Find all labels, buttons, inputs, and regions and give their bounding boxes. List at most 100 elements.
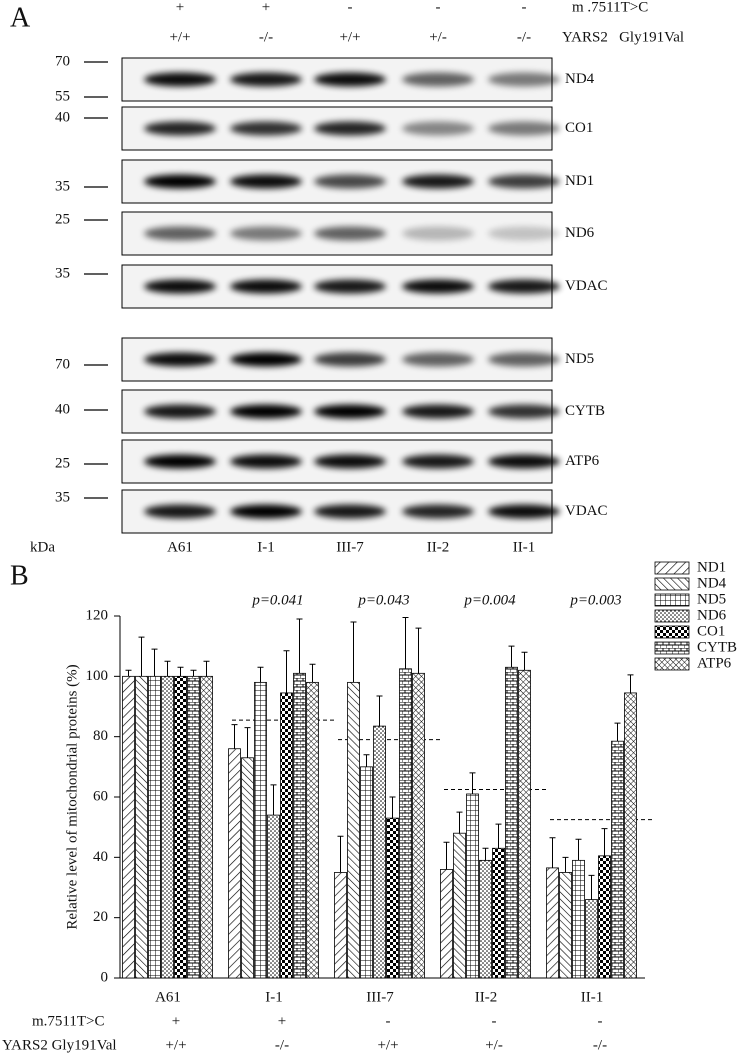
genotype-value: +/-: [485, 1037, 503, 1053]
error-bar: [151, 648, 158, 677]
blot-label: ATP6: [565, 453, 600, 469]
bar: [624, 692, 637, 979]
legend-swatch: [654, 609, 690, 623]
error-bar: [363, 754, 370, 767]
blot-band: [402, 454, 474, 469]
blot-band: [314, 404, 386, 419]
legend-label: CO1: [697, 623, 725, 639]
blot-label: CYTB: [565, 403, 605, 419]
bar: [135, 675, 148, 979]
blot-band: [488, 174, 560, 189]
marker-label: 35: [55, 178, 70, 194]
y-tick-label: 20: [93, 909, 108, 925]
error-bar: [614, 722, 621, 742]
lane-label: A61: [167, 539, 193, 555]
error-bar: [443, 841, 450, 870]
lane-label: I-1: [257, 539, 275, 555]
blot-band: [402, 226, 474, 241]
bar: [122, 675, 135, 979]
blot-band: [402, 404, 474, 419]
unit-label: kDa: [30, 539, 55, 555]
blot-label: ND4: [565, 71, 595, 87]
marker-label: 70: [55, 356, 70, 372]
bar: [598, 855, 611, 979]
genotype-value: -: [598, 1013, 603, 1029]
legend-swatch: [654, 625, 690, 639]
error-bar: [296, 618, 303, 674]
blot-label: ND1: [565, 173, 594, 189]
blot-band: [144, 504, 216, 519]
bar: [440, 869, 453, 979]
genotype-value: +/+: [377, 1037, 398, 1053]
bar: [306, 681, 319, 979]
genotype-value: -: [492, 1013, 497, 1029]
bar: [479, 859, 492, 979]
legend-label: ND1: [697, 559, 726, 575]
genotype-row-name: YARS2 Gly191Val: [2, 1037, 117, 1053]
genotype-value: +/-: [429, 29, 447, 45]
legend-swatch: [654, 577, 690, 591]
error-bar: [415, 627, 422, 674]
legend-label: ND4: [697, 575, 727, 591]
bar: [280, 692, 293, 979]
blot-band: [144, 404, 216, 419]
bar: [373, 725, 386, 979]
bar: [360, 766, 373, 979]
legend-label: CYTB: [697, 639, 737, 655]
marker-label: 25: [55, 455, 70, 471]
blot-label: VDAC: [565, 278, 608, 294]
error-bar: [469, 772, 476, 794]
p-value: p=0.041: [251, 592, 303, 608]
error-bar: [389, 796, 396, 819]
genotype-row-name: YARS2 Gly191Val: [562, 29, 684, 45]
bar: [505, 666, 518, 979]
legend-label: ATP6: [697, 655, 732, 671]
genotype-row-name: m .7511T>C: [572, 0, 648, 15]
genotype-value: +/+: [169, 29, 190, 45]
y-tick-label: 100: [86, 668, 109, 684]
bar: [611, 740, 624, 979]
bar: [492, 847, 505, 979]
bar: [174, 675, 187, 979]
bar: [241, 757, 254, 979]
blot-band: [488, 454, 560, 469]
genotype-row-name: m.7511T>C: [32, 1013, 105, 1029]
genotype-value: -: [436, 0, 441, 15]
y-tick-label: 120: [86, 607, 109, 623]
bar: [228, 748, 241, 979]
bar: [399, 668, 412, 979]
y-tick-label: 40: [93, 849, 108, 865]
blot-band: [314, 174, 386, 189]
bar: [559, 872, 572, 979]
bar: [187, 675, 200, 979]
genotype-value: -: [386, 1013, 391, 1029]
blot-band: [402, 352, 474, 367]
marker-label: 35: [55, 489, 70, 505]
blot-label: ND5: [565, 351, 594, 367]
blot-band: [402, 504, 474, 519]
blot-band: [314, 454, 386, 469]
blot-band: [144, 72, 216, 87]
legend-label: ND5: [697, 591, 726, 607]
bar: [386, 817, 399, 979]
y-axis-label: Relative level of mitochondrial proteins…: [64, 664, 80, 929]
genotype-value: +/+: [165, 1037, 186, 1053]
bar: [254, 681, 267, 979]
error-bar: [521, 651, 528, 671]
blot-band: [144, 174, 216, 189]
error-bar: [138, 636, 145, 677]
genotype-value: -/-: [259, 29, 273, 45]
marker-label: 40: [55, 109, 70, 125]
blot-band: [488, 226, 560, 241]
error-bar: [495, 823, 502, 849]
blot-band: [488, 279, 560, 294]
y-tick-label: 60: [93, 788, 108, 804]
blot-band: [314, 352, 386, 367]
bar: [572, 859, 585, 979]
error-bar: [164, 660, 171, 677]
error-bar: [283, 650, 290, 693]
p-value: p=0.004: [463, 592, 516, 608]
legend-swatch: [654, 561, 690, 575]
marker-label: 35: [55, 265, 70, 281]
